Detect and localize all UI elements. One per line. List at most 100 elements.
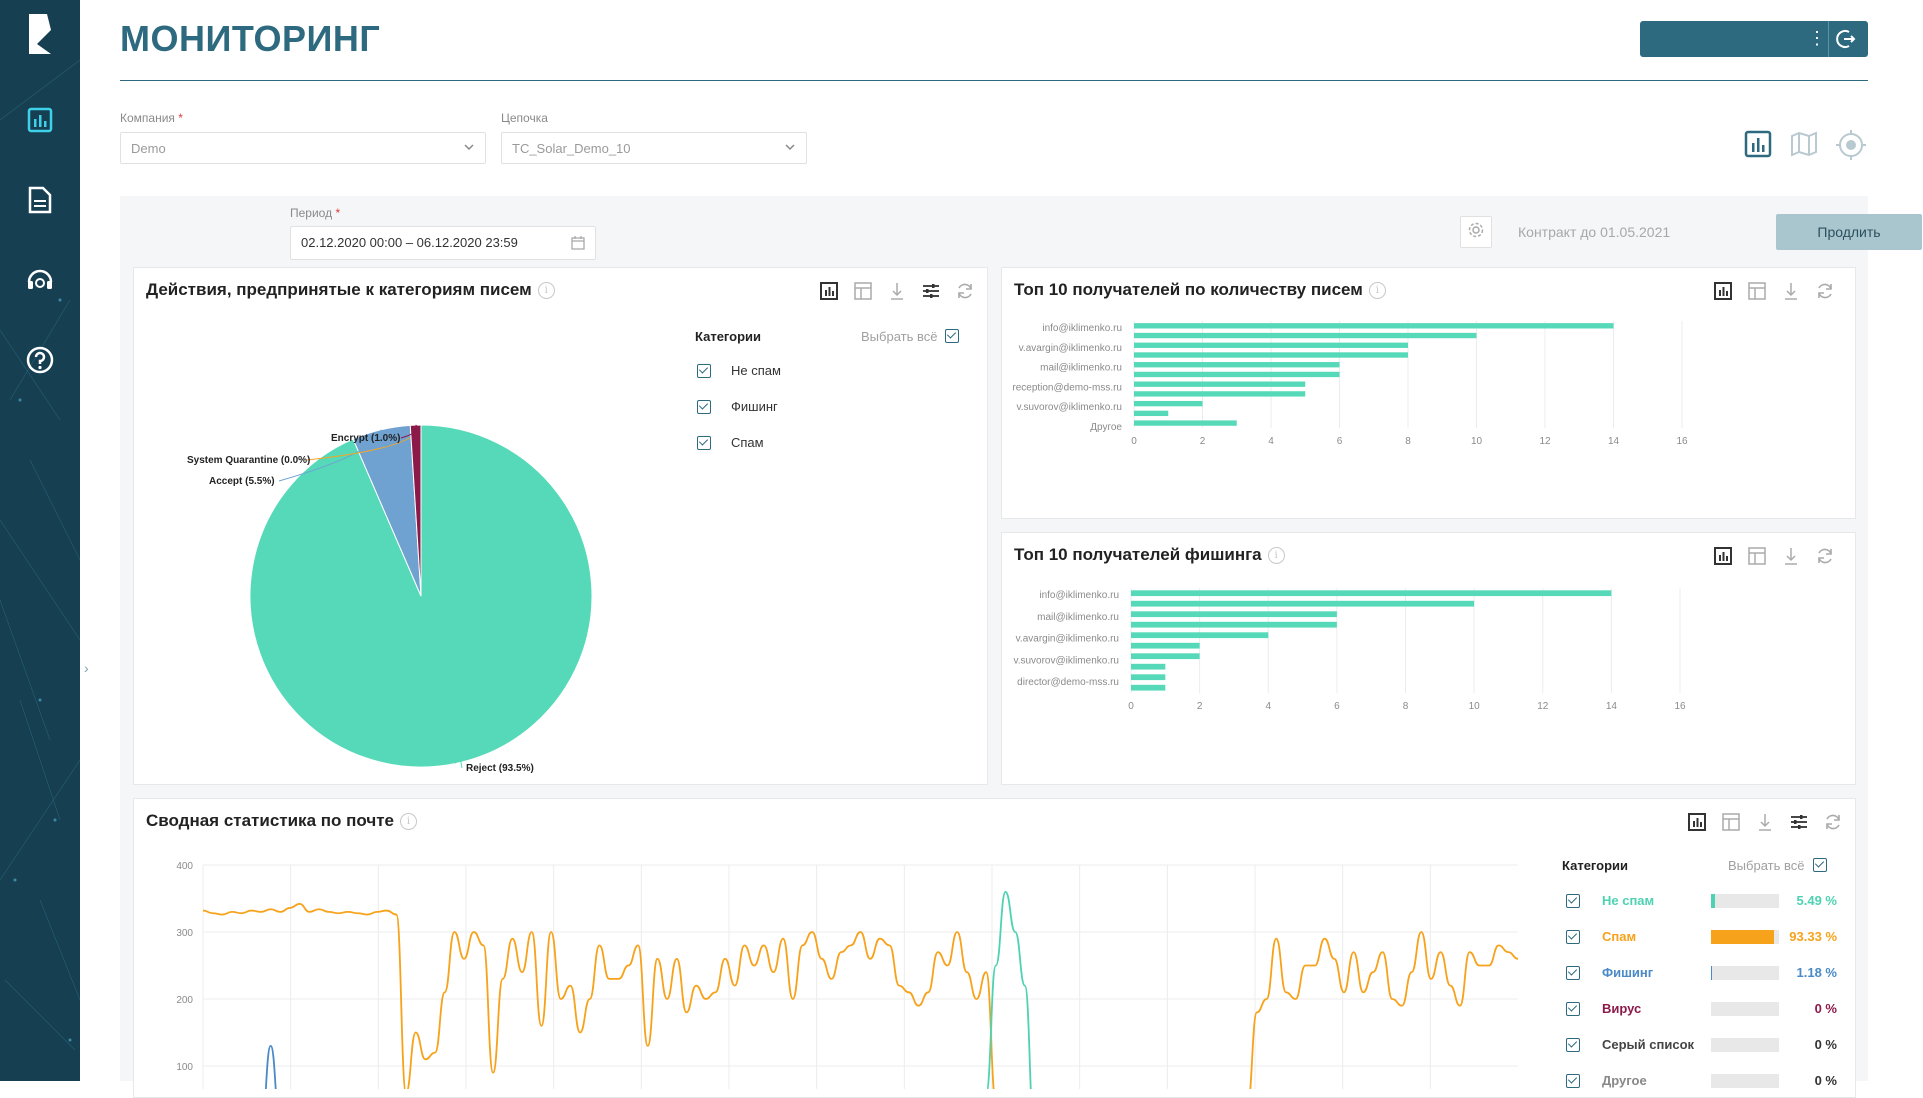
category-checkbox[interactable]: [1566, 1002, 1580, 1016]
support-icon[interactable]: [22, 262, 58, 298]
table-view-icon[interactable]: [1746, 280, 1768, 302]
filter-settings-icon[interactable]: [1788, 811, 1810, 833]
bar[interactable]: [1131, 653, 1200, 660]
bar[interactable]: [1131, 600, 1475, 607]
legend-progress-bar: [1711, 930, 1779, 944]
chart-view-icon[interactable]: [1686, 811, 1708, 833]
pie-slice[interactable]: [409, 424, 422, 597]
legend-label: Вирус: [1602, 1001, 1642, 1016]
chevron-down-icon: [784, 141, 796, 156]
bar[interactable]: [1134, 371, 1340, 378]
table-view-icon[interactable]: [852, 280, 874, 302]
category-checkbox[interactable]: [1566, 1074, 1580, 1088]
refresh-icon[interactable]: [1822, 811, 1844, 833]
x-tick-label: 2: [1197, 701, 1203, 712]
info-icon[interactable]: i: [537, 282, 555, 299]
top-phishing-panel: Топ 10 получателей фишинга i 0 2 4 6 8 10 12 14 1…: [1001, 532, 1856, 785]
target-view-icon[interactable]: [1836, 130, 1866, 165]
panel-toolbar: [818, 280, 976, 302]
x-tick-label: 10: [1471, 436, 1483, 447]
settings-button[interactable]: [1460, 216, 1492, 248]
dashboard-icon[interactable]: [22, 102, 58, 138]
category-checkbox[interactable]: [697, 436, 711, 450]
bar[interactable]: [1131, 590, 1612, 597]
download-icon[interactable]: [1780, 545, 1802, 567]
x-tick-label: 8: [1405, 436, 1411, 447]
legend-progress-bar: [1711, 1002, 1779, 1016]
bar[interactable]: [1134, 323, 1614, 329]
company-select[interactable]: Demo: [120, 132, 486, 164]
sidebar: [0, 0, 80, 1081]
refresh-icon[interactable]: [954, 280, 976, 302]
bar[interactable]: [1131, 621, 1337, 628]
download-icon[interactable]: [1780, 280, 1802, 302]
title-divider: [120, 80, 1868, 81]
category-checkbox[interactable]: [697, 400, 711, 414]
bar[interactable]: [1134, 400, 1203, 407]
summary-line-chart: 400 300 200 100: [176, 861, 1519, 1089]
chart-view-icon[interactable]: [1712, 280, 1734, 302]
page-title: МОНИТОРИНГ: [120, 18, 381, 59]
bar[interactable]: [1131, 642, 1200, 649]
bar[interactable]: [1131, 611, 1337, 618]
help-icon[interactable]: [22, 342, 58, 378]
more-menu-icon[interactable]: ⋮: [1808, 28, 1826, 48]
legend-label: Серый список: [1602, 1037, 1695, 1052]
bar[interactable]: [1134, 420, 1237, 426]
logout-icon[interactable]: [1836, 28, 1858, 55]
y-tick-label: 200: [176, 995, 193, 1006]
bar[interactable]: [1134, 342, 1408, 348]
category-checkbox[interactable]: [1566, 966, 1580, 980]
legend-progress-bar: [1711, 1038, 1779, 1052]
refresh-icon[interactable]: [1814, 280, 1836, 302]
download-icon[interactable]: [1754, 811, 1776, 833]
bar[interactable]: [1134, 391, 1306, 397]
bar[interactable]: [1131, 684, 1166, 691]
y-tick-label: v.avargin@iklimenko.ru: [1016, 634, 1119, 645]
refresh-icon[interactable]: [1814, 545, 1836, 567]
table-view-icon[interactable]: [1746, 545, 1768, 567]
company-value: Demo: [131, 141, 166, 156]
filter-settings-icon[interactable]: [920, 280, 942, 302]
extend-button[interactable]: Продлить: [1776, 214, 1922, 250]
legend-progress-bar: [1711, 894, 1779, 908]
category-checkbox[interactable]: [697, 364, 711, 378]
select-all-checkbox[interactable]: [945, 329, 959, 343]
map-view-icon[interactable]: [1790, 130, 1818, 163]
logo-icon[interactable]: [22, 14, 58, 54]
info-icon[interactable]: i: [400, 813, 418, 830]
chain-select[interactable]: TC_Solar_Demo_10: [501, 132, 807, 164]
panel-toolbar: [1712, 545, 1836, 567]
bar[interactable]: [1131, 674, 1166, 681]
chart-view-icon[interactable]: [1712, 545, 1734, 567]
chart-view-icon[interactable]: [1744, 130, 1772, 163]
category-checkbox[interactable]: [1566, 1038, 1580, 1052]
category-checkbox[interactable]: [1566, 930, 1580, 944]
categories-header: Категории: [695, 329, 762, 344]
bar[interactable]: [1134, 381, 1306, 387]
y-tick-label: v.suvorov@iklimenko.ru: [1013, 655, 1119, 666]
info-icon[interactable]: i: [1267, 547, 1285, 564]
bar[interactable]: [1134, 362, 1340, 368]
category-label: Спам: [731, 435, 764, 450]
bar[interactable]: [1134, 352, 1408, 358]
document-icon[interactable]: [22, 182, 58, 218]
legend-progress-fill: [1711, 966, 1712, 980]
period-picker[interactable]: 02.12.2020 00:00 – 06.12.2020 23:59: [290, 226, 596, 260]
select-all-checkbox[interactable]: [1813, 858, 1827, 872]
pie-label: Encrypt (1.0%): [331, 433, 400, 444]
sidebar-expand-icon[interactable]: ›: [84, 660, 89, 676]
bar[interactable]: [1131, 632, 1269, 639]
series-line[interactable]: [203, 1044, 1518, 1089]
download-icon[interactable]: [886, 280, 908, 302]
table-view-icon[interactable]: [1720, 811, 1742, 833]
series-line[interactable]: [202, 902, 1519, 1089]
bar[interactable]: [1134, 332, 1477, 339]
bar[interactable]: [1134, 410, 1169, 417]
y-tick-label: 400: [176, 861, 193, 872]
category-checkbox[interactable]: [1566, 894, 1580, 908]
y-tick-label: mail@iklimenko.ru: [1037, 612, 1119, 623]
info-icon[interactable]: i: [1368, 282, 1386, 299]
chart-view-icon[interactable]: [818, 280, 840, 302]
bar[interactable]: [1131, 663, 1166, 670]
